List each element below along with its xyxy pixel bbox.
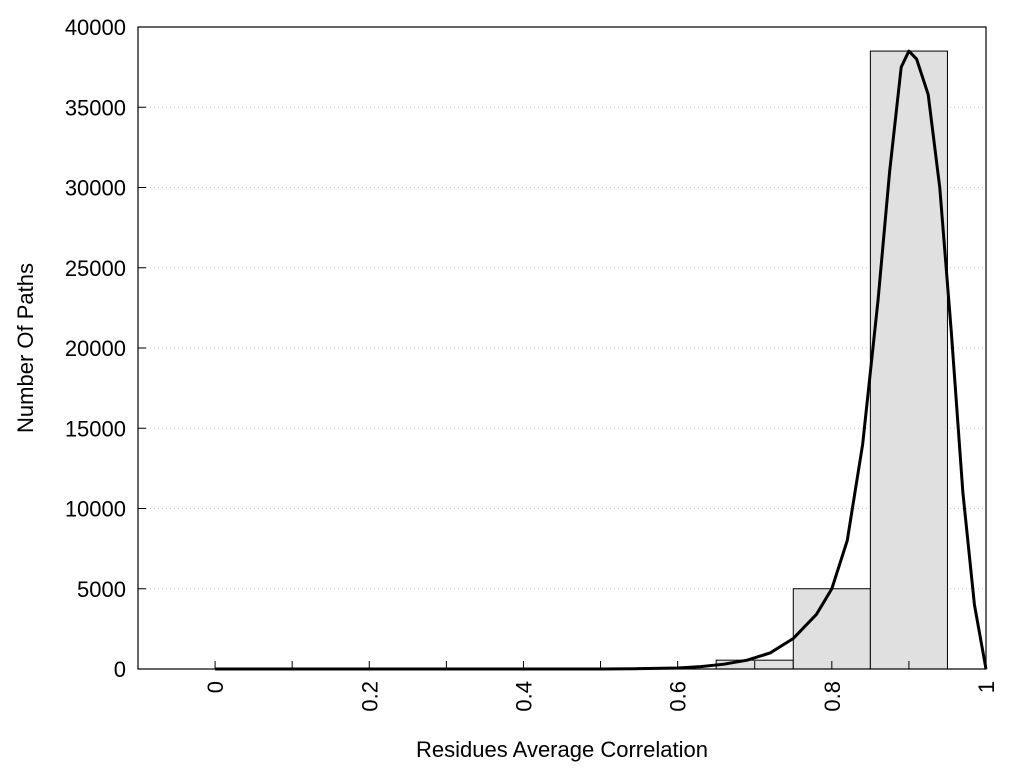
- x-axis-title: Residues Average Correlation: [416, 737, 708, 762]
- y-tick-label: 10000: [65, 497, 126, 522]
- x-tick-label: 0.6: [666, 681, 691, 712]
- y-tick-label: 5000: [77, 577, 126, 602]
- axis-ticks: [138, 26, 987, 670]
- x-tick-label: 0.8: [820, 681, 845, 712]
- histogram-bar: [869, 50, 948, 670]
- y-tick-label: 20000: [65, 336, 126, 361]
- x-tick-label: 0.2: [357, 681, 382, 712]
- x-tick-label: 0: [203, 681, 228, 693]
- y-tick-label: 40000: [65, 15, 126, 40]
- x-tick-label: 0.4: [511, 681, 536, 712]
- y-tick-label: 30000: [65, 176, 126, 201]
- y-tick-label: 15000: [65, 416, 126, 441]
- x-tick-labels: 0 0.2 0.4 0.6 0.8 1: [203, 681, 999, 712]
- x-tick-label: 1: [974, 681, 999, 693]
- y-tick-label: 0: [114, 657, 126, 682]
- y-tick-label: 25000: [65, 256, 126, 281]
- y-tick-label: 35000: [65, 95, 126, 120]
- y-tick-labels: 0 5000 10000 15000 20000 25000 30000 35000 40000: [65, 15, 126, 682]
- grid-lines: [138, 106, 986, 590]
- y-axis-title: Number Of Paths: [13, 263, 38, 433]
- histogram-bar: [792, 588, 871, 670]
- histogram-bars: [715, 50, 948, 670]
